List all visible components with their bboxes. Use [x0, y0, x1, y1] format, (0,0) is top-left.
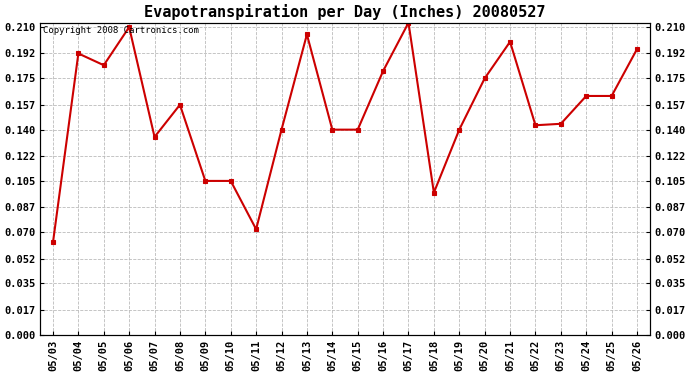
Text: Copyright 2008 Cartronics.com: Copyright 2008 Cartronics.com [43, 26, 199, 35]
Title: Evapotranspiration per Day (Inches) 20080527: Evapotranspiration per Day (Inches) 2008… [144, 4, 546, 20]
